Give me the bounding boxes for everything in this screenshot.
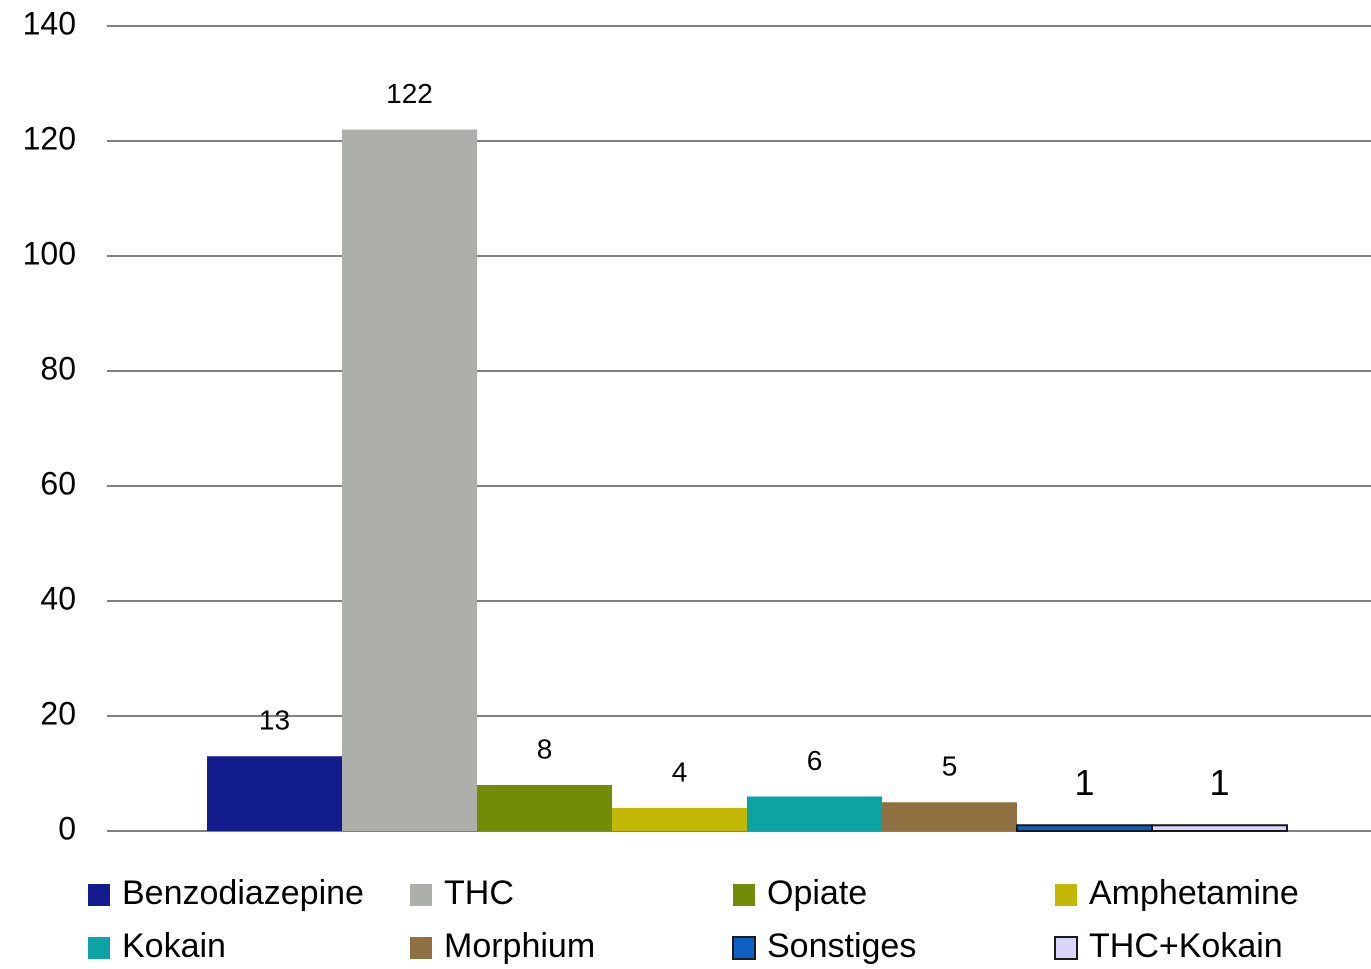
legend-label: Opiate: [767, 874, 867, 912]
y-tick-label: 100: [23, 235, 76, 271]
legend-label: Kokain: [122, 927, 226, 965]
y-tick-label: 40: [40, 580, 76, 616]
bar: [612, 808, 747, 831]
legend-label: THC: [444, 874, 514, 912]
bar: [342, 129, 477, 831]
legend-swatch: [733, 884, 755, 906]
value-label: 122: [386, 78, 433, 109]
value-label: 8: [537, 733, 553, 764]
value-label: 1: [1209, 762, 1229, 803]
legend-swatch: [410, 884, 432, 906]
legend-label: THC+Kokain: [1089, 927, 1283, 965]
value-label: 4: [672, 756, 688, 787]
y-tick-label: 20: [40, 695, 76, 731]
y-tick-label: 0: [58, 810, 76, 846]
legend-label: Benzodiazepine: [122, 874, 364, 912]
legend-label: Morphium: [444, 927, 595, 965]
legend-label: Amphetamine: [1089, 874, 1299, 912]
bar: [882, 802, 1017, 831]
legend-swatch: [410, 937, 432, 959]
legend-label: Sonstiges: [767, 927, 916, 965]
value-label: 1: [1074, 762, 1094, 803]
legend-swatch: [1054, 936, 1078, 960]
bar: [747, 796, 882, 831]
legend-swatch: [732, 936, 756, 960]
value-label: 5: [942, 751, 958, 782]
value-label: 13: [259, 705, 290, 736]
y-tick-label: 140: [23, 5, 76, 41]
legend-swatch: [88, 884, 110, 906]
y-tick-label: 80: [40, 350, 76, 386]
bar: [207, 756, 342, 831]
y-tick-label: 60: [40, 465, 76, 501]
y-tick-label: 120: [23, 120, 76, 156]
value-label: 6: [807, 745, 823, 776]
bar: [1016, 824, 1153, 832]
bar: [1151, 824, 1288, 832]
bar: [477, 785, 612, 831]
legend-swatch: [1055, 884, 1077, 906]
legend-swatch: [88, 937, 110, 959]
